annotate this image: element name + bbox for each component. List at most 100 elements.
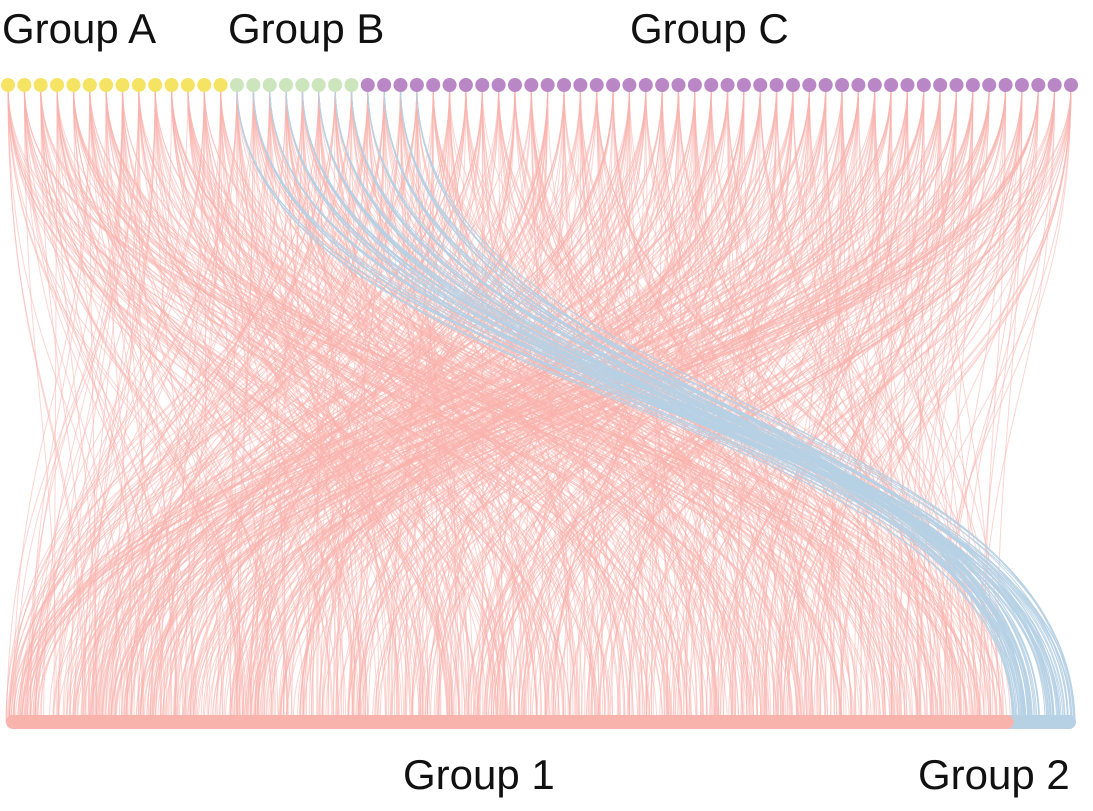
link-to-group-1 — [101, 84, 614, 723]
node-group-c — [884, 78, 899, 92]
node-group-c — [1064, 78, 1078, 92]
link-to-group-1 — [57, 84, 1039, 723]
link-to-group-2 — [399, 84, 1025, 723]
link-to-group-2 — [350, 84, 1025, 723]
link-to-group-1 — [898, 84, 1072, 723]
link-to-group-1 — [57, 84, 123, 723]
node-group-c — [867, 78, 882, 92]
link-to-group-1 — [302, 84, 941, 723]
link-to-group-1 — [554, 84, 1072, 723]
link-to-group-1 — [874, 84, 898, 723]
link-to-group-1 — [12, 84, 941, 723]
link-to-group-1 — [825, 84, 876, 723]
link-to-group-1 — [21, 84, 1072, 723]
link-to-group-1 — [56, 84, 144, 723]
link-to-group-1 — [8, 84, 630, 723]
link-to-group-1 — [481, 84, 704, 723]
link-to-group-1 — [677, 84, 876, 723]
link-to-group-1 — [786, 84, 1072, 723]
node-group-c — [409, 78, 424, 92]
link-to-group-1 — [301, 84, 937, 723]
node-group-c — [540, 78, 555, 92]
link-to-group-1 — [193, 84, 1007, 723]
link-to-group-1 — [56, 84, 422, 723]
link-to-group-1 — [63, 84, 598, 723]
link-to-group-1 — [890, 84, 958, 723]
link-to-group-1 — [193, 84, 794, 723]
link-to-group-2 — [367, 84, 1040, 723]
link-to-group-1 — [252, 84, 369, 723]
link-to-group-1 — [219, 84, 614, 723]
link-to-group-1 — [110, 84, 941, 723]
link-to-group-1 — [262, 84, 401, 723]
top-group-nodes — [1, 78, 1078, 92]
link-to-group-1 — [7, 84, 516, 723]
link-to-group-1 — [488, 84, 1056, 723]
link-to-group-1 — [220, 84, 427, 723]
link-to-group-1 — [996, 84, 1023, 723]
link-to-group-1 — [918, 84, 974, 723]
node-group-b — [295, 78, 310, 92]
link-to-group-2 — [236, 84, 1015, 723]
link-to-group-1 — [299, 84, 729, 723]
node-group-c — [933, 78, 948, 92]
link-to-group-1 — [784, 84, 1056, 723]
node-group-c — [491, 78, 506, 92]
links-to-group-2 — [236, 84, 1076, 723]
node-group-c — [900, 78, 915, 92]
node-group-b — [229, 78, 244, 92]
link-to-group-1 — [9, 84, 451, 723]
link-to-group-1 — [87, 84, 385, 723]
link-to-group-1 — [857, 84, 976, 723]
link-to-group-1 — [942, 84, 1039, 723]
link-to-group-2 — [383, 84, 1035, 723]
node-group-c — [802, 78, 817, 92]
link-to-group-1 — [187, 84, 1039, 723]
link-to-group-1 — [14, 84, 990, 723]
link-to-group-1 — [202, 84, 778, 723]
link-to-group-1 — [30, 84, 680, 723]
link-to-group-1 — [508, 84, 974, 723]
link-to-group-1 — [162, 84, 320, 723]
group-2-label: Group 2 — [918, 751, 1070, 798]
node-group-a — [197, 78, 212, 92]
link-to-group-1 — [77, 84, 859, 723]
link-to-group-1 — [181, 84, 500, 723]
group-b-label: Group B — [228, 5, 385, 52]
link-to-group-1 — [84, 84, 565, 723]
node-group-c — [818, 78, 833, 92]
node-group-c — [557, 78, 572, 92]
link-to-group-1 — [8, 84, 1056, 723]
link-to-group-1 — [69, 84, 925, 723]
link-to-group-1 — [155, 84, 794, 723]
link-to-group-1 — [854, 84, 990, 723]
links-to-group-1 — [5, 84, 1072, 723]
node-group-b — [246, 78, 261, 92]
link-to-group-1 — [838, 84, 990, 723]
node-group-a — [50, 78, 65, 92]
link-to-group-1 — [74, 84, 647, 723]
link-to-group-1 — [164, 84, 1007, 723]
link-to-group-1 — [245, 84, 974, 723]
link-to-group-1 — [121, 84, 663, 723]
link-to-group-1 — [131, 84, 581, 723]
node-group-a — [66, 78, 81, 92]
link-to-group-1 — [568, 84, 1023, 723]
link-to-group-1 — [52, 84, 745, 723]
node-group-c — [393, 78, 408, 92]
link-to-group-1 — [591, 84, 925, 723]
node-group-c — [1031, 78, 1046, 92]
link-to-group-1 — [108, 84, 810, 723]
link-to-group-1 — [450, 84, 761, 723]
node-group-c — [458, 78, 473, 92]
link-to-group-1 — [280, 84, 761, 723]
link-to-group-1 — [944, 84, 974, 723]
node-group-c — [720, 78, 735, 92]
node-group-c — [655, 78, 670, 92]
link-to-group-1 — [150, 84, 990, 723]
node-group-c — [736, 78, 751, 92]
link-to-group-1 — [80, 84, 843, 723]
link-to-group-1 — [8, 84, 647, 723]
link-to-group-1 — [89, 84, 1072, 723]
link-to-group-2 — [334, 84, 1023, 723]
